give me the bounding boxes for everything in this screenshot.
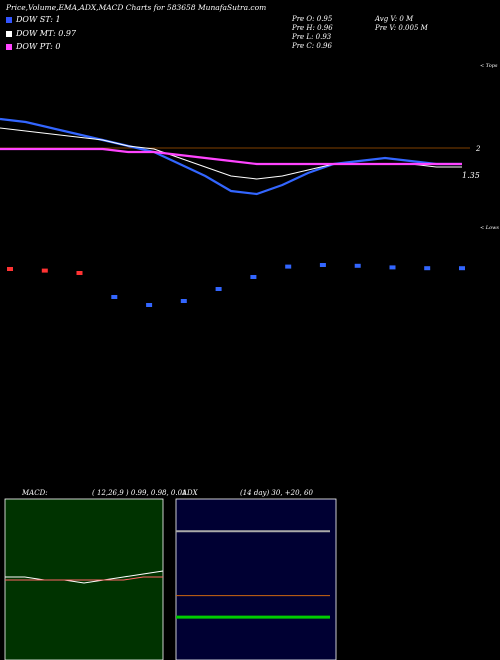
adx-params: (14 day) 30, +20, 60 [240,489,313,497]
volume-mark-12 [424,266,431,271]
prev-close: Pre C: 0.96 [292,42,332,50]
price-series-0 [0,117,462,196]
adx-panel [175,498,337,660]
macd-params: ( 12,26,9 ) 0.99, 0.98, 0.01 [92,489,187,497]
avg-volume: Avg V: 0 M [375,15,414,23]
dow-st-label: DOW ST: 1 [16,15,61,24]
level-label: 2 [476,145,481,153]
volume-mark-0 [7,267,13,271]
volume-mark-11 [389,265,396,270]
macd-label: MACD: [22,489,48,497]
macd-series-0 [5,570,164,584]
adx-label: ADX [182,489,198,497]
chart-title: Price,Volume,EMA,ADX,MACD Charts for 583… [6,3,267,12]
macd-series-1 [5,576,163,581]
prev-volume: Pre V: 0.005 M [375,24,428,32]
dow-pt-swatch [6,44,12,50]
volume-mark-2 [76,271,83,275]
tops-label: < Tops [480,63,498,69]
volume-mark-5 [180,299,187,303]
volume-mark-3 [111,295,118,299]
dow-pt-label: DOW PT: 0 [16,42,61,51]
dow-mt-swatch [6,31,12,37]
lows-label: < Lows [480,225,499,231]
volume-mark-6 [215,287,222,291]
price-series-1 [0,127,462,180]
volume-mark-13 [459,266,465,271]
macd-lines [5,570,164,584]
dow-mt-label: DOW MT: 0.97 [16,29,77,38]
volume-bars [7,263,465,307]
volume-mark-10 [354,263,361,268]
prev-open: Pre O: 0.95 [292,15,333,23]
price-lines [0,117,462,196]
volume-mark-9 [319,263,326,267]
price-series-2 [0,147,462,166]
adx-lines [176,530,330,619]
volume-mark-7 [250,275,257,279]
volume-mark-4 [146,303,153,307]
volume-mark-1 [41,268,48,273]
prev-low: Pre L: 0.93 [292,33,332,41]
dow-st-swatch [6,17,12,23]
last-price-label: 1.35 [462,171,480,180]
volume-mark-8 [285,264,292,269]
prev-high: Pre H: 0.96 [292,24,333,32]
